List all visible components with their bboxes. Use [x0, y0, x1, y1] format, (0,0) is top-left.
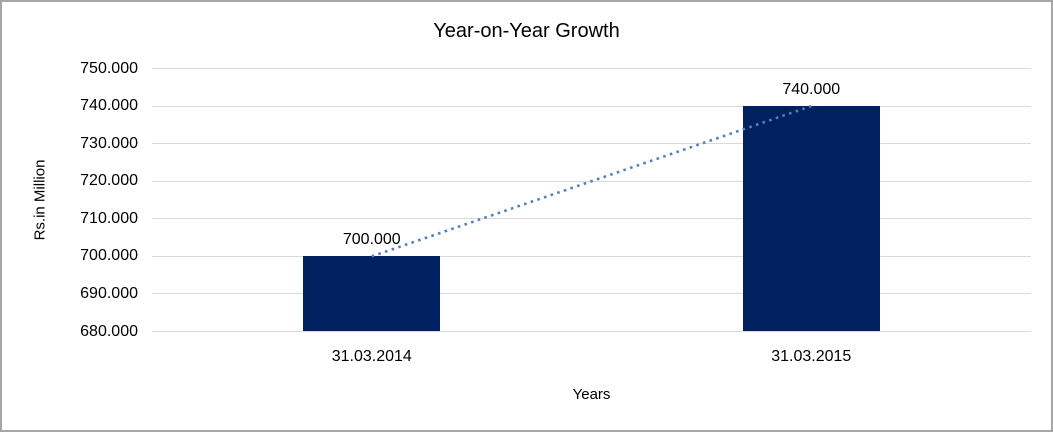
gridline [152, 68, 1031, 69]
x-category-label: 31.03.2015 [771, 348, 852, 365]
y-tick-label: 690.000 [80, 284, 138, 302]
y-tick-label: 680.000 [80, 322, 138, 340]
bar-data-label: 740.000 [782, 81, 841, 99]
gridline [152, 293, 1031, 295]
y-tick-label: 700.000 [80, 247, 138, 265]
gridline [152, 105, 1031, 107]
y-tick-label: 740.000 [80, 97, 138, 115]
chart-title: Year-on-Year Growth [433, 20, 620, 42]
bar [303, 256, 441, 332]
y-tick-label: 750.000 [80, 59, 138, 77]
bar [742, 106, 880, 332]
y-tick-label: 710.000 [80, 209, 138, 227]
gridline [152, 331, 1031, 332]
y-tick-label: 720.000 [80, 172, 138, 190]
x-axis-title: Years [572, 386, 611, 403]
gridline [152, 255, 1031, 257]
x-category-label: 31.03.2014 [331, 348, 412, 365]
gridline [152, 143, 1031, 145]
y-tick-label: 730.000 [80, 134, 138, 152]
bar-data-label: 700.000 [342, 231, 401, 249]
gridline [152, 218, 1031, 220]
gridline [152, 180, 1031, 182]
